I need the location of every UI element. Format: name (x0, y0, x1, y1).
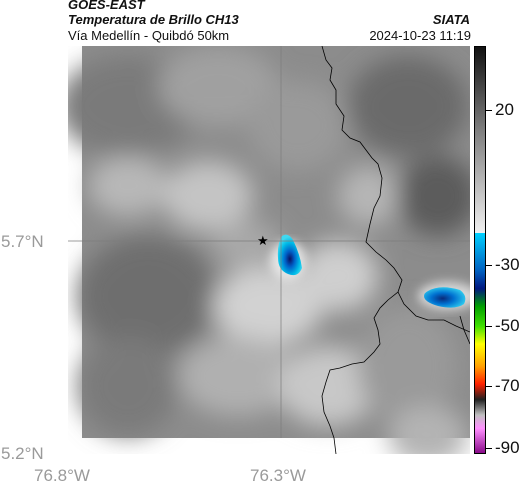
colorbar-label-20: 20 (495, 100, 514, 119)
boundary-line-east (397, 291, 470, 333)
region-label: Vía Medellín - Quibdó 50km (68, 28, 230, 43)
colorbar-tick (486, 265, 492, 266)
cold-cloud-east (424, 287, 466, 308)
lon-label-76.8: 76.8°W (34, 466, 90, 485)
colorbar-label-minus50: -50 (495, 316, 520, 335)
colorbar-label-minus90: -90 (495, 438, 520, 457)
boundary-line-east-2 (459, 315, 470, 345)
colorbar-tick (486, 110, 492, 111)
colorbar-tick (486, 448, 492, 449)
cold-cloud-center (277, 234, 302, 276)
colorbar-label-minus70: -70 (495, 376, 520, 395)
colorbar-label-minus30: -30 (495, 255, 520, 274)
product-title: Temperatura de Brillo CH13 (68, 12, 239, 27)
colorbar-tick (486, 386, 492, 387)
timestamp: 2024-10-23 11:19 (369, 28, 471, 43)
satellite-map (68, 46, 470, 454)
satellite-name: GOES-EAST (68, 0, 145, 12)
colorbar-gradient (475, 47, 485, 453)
lat-label-5.2: 5.2°N (1, 444, 44, 463)
agency-label: SIATA (432, 12, 470, 27)
lon-label-76.3: 76.3°W (250, 466, 306, 485)
colorbar-tick (486, 326, 492, 327)
lat-label-5.7: 5.7°N (1, 232, 44, 251)
brightness-temperature-image (68, 46, 470, 454)
colorbar (474, 46, 486, 454)
star-icon: ★ (257, 233, 269, 248)
boundary-line (321, 46, 403, 454)
